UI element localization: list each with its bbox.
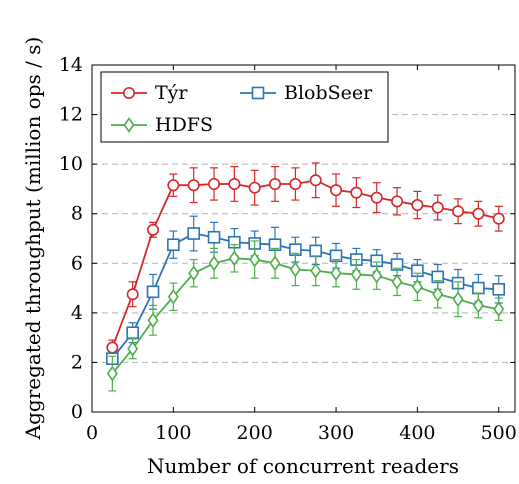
y-tick-label: 6: [71, 252, 83, 274]
data-point: [371, 267, 383, 284]
data-point: [208, 255, 220, 272]
legend-marker: [123, 117, 135, 133]
legend-marker: [251, 86, 265, 100]
y-tick-label: 4: [71, 302, 83, 324]
data-point: [431, 201, 444, 214]
y-tick-label: 2: [71, 351, 83, 373]
data-point: [126, 288, 139, 301]
plot-frame: [91, 64, 516, 413]
data-point: [472, 281, 485, 295]
series-0: [106, 162, 505, 356]
x-tick-label: 100: [155, 422, 191, 444]
legend-label: BlobSeer: [284, 82, 373, 104]
series-layer: [106, 162, 506, 392]
data-point: [330, 265, 342, 282]
data-point: [248, 181, 261, 194]
x-tick-label: 200: [237, 422, 273, 444]
ticks: 0 2 4 6 8 10 12 14 0 100 200 300 400 500: [59, 54, 517, 444]
data-point: [492, 283, 506, 296]
y-axis-title: Aggregated throughput (million ops / s): [21, 37, 45, 441]
x-axis-title: Number of concurrent readers: [147, 454, 459, 478]
data-point: [228, 177, 241, 190]
legend-entry: HDFS: [111, 114, 213, 136]
legend-label: Týr: [155, 82, 188, 104]
data-point: [167, 238, 180, 251]
data-point: [472, 297, 484, 314]
legend-label: HDFS: [155, 114, 213, 136]
data-point: [391, 195, 404, 208]
legend-marker: [123, 87, 136, 100]
data-point: [147, 312, 159, 329]
y-tick-label: 0: [71, 401, 83, 423]
data-point: [472, 207, 485, 220]
data-point: [188, 265, 200, 282]
data-point: [391, 273, 403, 290]
data-point: [187, 179, 200, 192]
data-point: [167, 179, 180, 192]
x-tick-label: 300: [318, 422, 354, 444]
series-1: [106, 215, 506, 366]
data-point: [167, 288, 179, 305]
data-point: [147, 223, 160, 236]
legend-entry: Týr: [111, 82, 188, 104]
x-tick-label: 400: [399, 422, 435, 444]
data-point: [309, 174, 322, 187]
data-point: [269, 255, 281, 272]
y-tick-label: 12: [59, 104, 83, 126]
series-2: [106, 240, 505, 392]
data-point: [310, 262, 322, 279]
y-tick-label: 8: [71, 203, 83, 225]
data-point: [350, 186, 363, 199]
y-tick-label: 14: [59, 54, 83, 76]
data-point: [269, 177, 282, 190]
x-tick-label: 500: [481, 422, 517, 444]
x-tick-label: 0: [86, 422, 98, 444]
data-point: [493, 301, 505, 318]
data-point: [228, 250, 240, 267]
data-point: [106, 341, 119, 354]
data-point: [452, 291, 464, 308]
data-point: [126, 326, 139, 339]
data-point: [249, 251, 261, 268]
data-point: [370, 191, 383, 204]
legend: Týr BlobSeer HDFS: [100, 71, 389, 143]
data-point: [432, 286, 444, 303]
legend-box: [100, 71, 389, 143]
axes: [91, 64, 516, 413]
data-point: [411, 278, 423, 295]
data-point: [187, 227, 200, 240]
data-point: [127, 340, 139, 357]
data-point: [411, 199, 424, 212]
data-point: [492, 212, 505, 225]
data-point: [330, 184, 343, 197]
data-point: [452, 205, 465, 218]
data-point: [350, 266, 362, 283]
legend-entry: BlobSeer: [240, 82, 373, 104]
data-point: [289, 177, 302, 190]
data-point: [146, 285, 160, 299]
data-point: [208, 177, 221, 190]
data-point: [309, 244, 323, 258]
data-point: [106, 365, 118, 382]
data-point: [289, 261, 301, 278]
y-tick-label: 10: [59, 153, 83, 175]
data-point: [207, 230, 221, 244]
